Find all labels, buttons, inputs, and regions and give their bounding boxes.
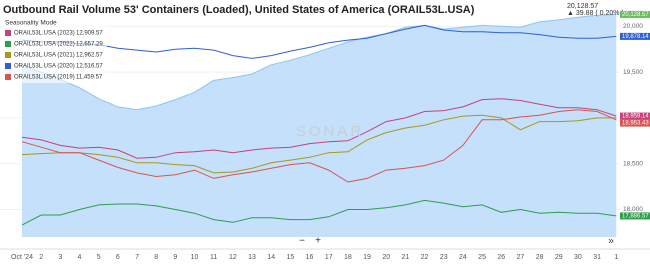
scroll-end-button[interactable]: » bbox=[608, 236, 614, 247]
x-tick-label: 24 bbox=[459, 254, 467, 261]
header-value: 20,128.57 bbox=[567, 3, 598, 10]
x-tick-label: 18 bbox=[344, 254, 352, 261]
x-tick-label: 12 bbox=[229, 254, 237, 261]
x-tick-label: 11 bbox=[210, 254, 217, 261]
x-tick-label: 31 bbox=[593, 254, 601, 261]
legend-label: ORAIL53L.USA (2022) bbox=[14, 42, 75, 48]
x-tick-label: 5 bbox=[97, 254, 101, 261]
x-tick-label: 6 bbox=[116, 254, 120, 261]
area bbox=[22, 14, 617, 238]
x-tick-label: 14 bbox=[267, 254, 275, 261]
x-tick-label: 4 bbox=[78, 254, 82, 261]
legend-title: Seasonality Mode bbox=[5, 20, 57, 27]
legend: Seasonality Mode ORAIL53L.USA (2023) 12,9… bbox=[2, 17, 107, 83]
end-label-badge bbox=[620, 10, 650, 18]
x-tick-label: 13 bbox=[248, 254, 256, 261]
end-label: 20,128.57 bbox=[622, 12, 649, 18]
x-tick-label: 19 bbox=[363, 254, 371, 261]
end-label-badge bbox=[620, 112, 650, 120]
legend-box bbox=[2, 17, 107, 83]
x-tick-label: 23 bbox=[440, 254, 448, 261]
end-label: 18,959.14 bbox=[622, 114, 649, 120]
end-label: 17,886.57 bbox=[622, 214, 649, 220]
x-tick-label: 20 bbox=[382, 254, 390, 261]
area-line bbox=[21, 13, 617, 111]
legend-label: ORAIL53L.USA (2020) bbox=[14, 64, 75, 70]
legend-swatch bbox=[5, 63, 11, 69]
zoom-out-button[interactable]: − bbox=[299, 236, 305, 247]
end-label-badge bbox=[620, 212, 650, 220]
end-label: 19,878.14 bbox=[622, 34, 649, 40]
series-line bbox=[21, 98, 617, 159]
x-tick-label: 15 bbox=[286, 254, 294, 261]
y-tick-label: 18,000 bbox=[623, 206, 643, 213]
legend-swatch bbox=[5, 41, 11, 47]
legend-value: 12,962.57 bbox=[76, 53, 103, 59]
x-tick-label: 10 bbox=[191, 254, 199, 261]
legend-swatch bbox=[5, 74, 11, 80]
y-tick-label: 19,500 bbox=[623, 69, 643, 76]
legend-value: 11,459.57 bbox=[76, 75, 103, 81]
x-tick-label: 2 bbox=[39, 254, 43, 261]
legend-label: ORAIL53L.USA (2019) bbox=[14, 75, 75, 81]
x-tick-label: 30 bbox=[574, 254, 582, 261]
legend-label: ORAIL53L.USA (2021) bbox=[14, 53, 75, 59]
end-label-badge bbox=[620, 32, 650, 40]
x-tick-label: 29 bbox=[555, 254, 563, 261]
x-tick-label: 27 bbox=[517, 254, 525, 261]
x-tick-label: 25 bbox=[478, 254, 486, 261]
series-line bbox=[21, 114, 617, 174]
x-tick-label: 3 bbox=[58, 254, 62, 261]
legend-swatch bbox=[5, 52, 11, 58]
x-tick-label: 7 bbox=[135, 254, 139, 261]
x-tick-label: 16 bbox=[306, 254, 314, 261]
header-change: ▲ 39.88 ( 0.20% ) bbox=[567, 10, 624, 17]
y-tick-label: 18,500 bbox=[623, 160, 643, 167]
x-tick-label: 26 bbox=[497, 254, 505, 261]
plot-area bbox=[0, 13, 620, 238]
chart-title: Outbound Rail Volume 53' Containers (Loa… bbox=[3, 4, 475, 16]
series-line bbox=[21, 109, 617, 183]
x-tick-label: 8 bbox=[154, 254, 158, 261]
series-line bbox=[21, 24, 617, 59]
y-tick-label: 20,000 bbox=[623, 23, 643, 30]
watermark: SONAR bbox=[296, 123, 364, 140]
x-tick-label: 9 bbox=[173, 254, 177, 261]
legend-label: ORAIL53L.USA (2023) bbox=[14, 31, 75, 37]
end-label: 18,953.43 bbox=[622, 121, 649, 127]
zoom-in-button[interactable]: + bbox=[315, 236, 321, 247]
x-tick-label: 17 bbox=[325, 254, 333, 261]
legend-swatch bbox=[5, 30, 11, 36]
legend-value: 12,657.29 bbox=[76, 42, 103, 48]
x-tick-label: 22 bbox=[421, 254, 429, 261]
x-tick-label: 21 bbox=[402, 254, 410, 261]
x-tick-label: 28 bbox=[536, 254, 544, 261]
x-tick-label: 1 bbox=[614, 254, 618, 261]
x-tick-label: Oct '24 bbox=[11, 254, 33, 261]
series-line bbox=[21, 199, 617, 226]
legend-value: 12,516.57 bbox=[76, 64, 103, 70]
legend-value: 12,909.57 bbox=[76, 31, 103, 37]
end-label-badge bbox=[620, 119, 650, 127]
